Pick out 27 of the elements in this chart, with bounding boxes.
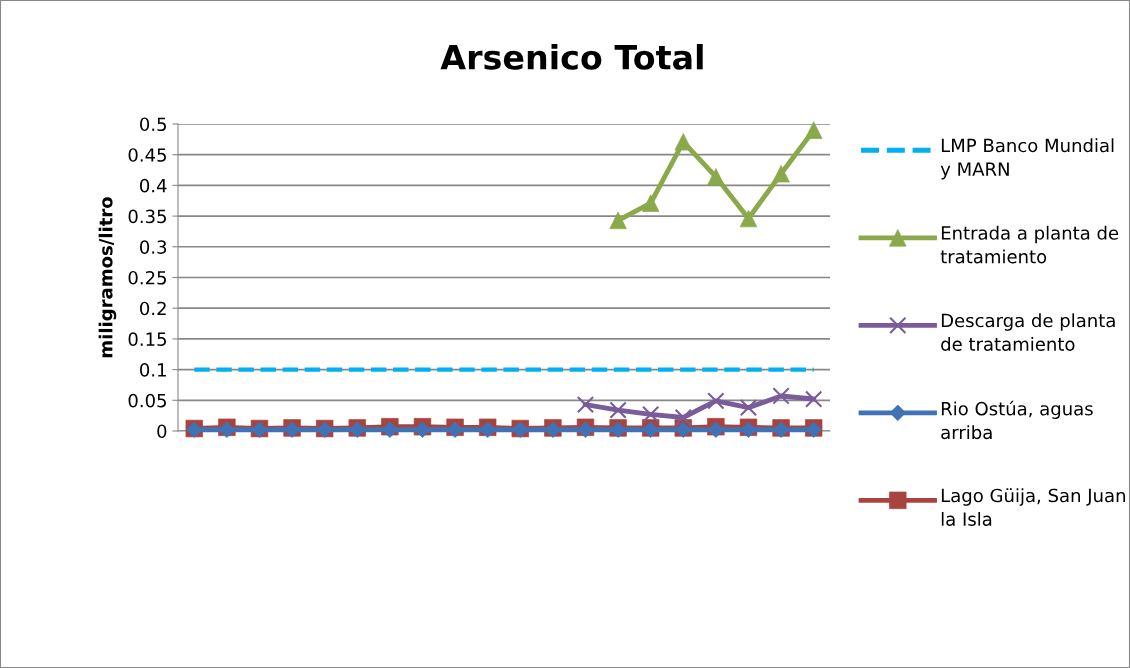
y-tick-label: 0.15 [128,332,166,347]
point [739,398,758,417]
point [707,392,725,410]
y-tick-label: 0.5 [140,117,166,132]
point [739,209,758,228]
point [772,387,790,405]
y-tick-label: 0.45 [128,148,166,162]
point [609,401,627,419]
y-tick-label: 0.05 [128,393,166,408]
y-tick-label: 0.4 [140,178,167,193]
point [674,408,692,427]
y-tick-label: 0.2 [140,301,166,316]
legend-label: Lago Güija, San Juan la Isla [941,488,1125,526]
y-tick-label: 0 [157,424,167,439]
y-tick-label: 0.35 [128,209,166,224]
point [576,395,595,414]
y-tick-label: 0.1 [140,363,166,377]
point [805,390,823,408]
legend-label: Entrada a planta de tratamiento [940,225,1119,264]
legend-label: LMP Banco Mundial y MARN [940,138,1114,180]
y-axis-title: miligramos/litro [98,197,117,358]
legend-label: Rio Ostúa, aguas arriba [941,400,1093,440]
point [642,405,660,424]
y-tick-label: 0.3 [140,240,167,254]
y-tick-label: 0.25 [128,270,166,285]
chart-title: Arsenico Total [440,43,703,70]
legend-label: Descarga de planta de tratamiento [941,313,1115,351]
